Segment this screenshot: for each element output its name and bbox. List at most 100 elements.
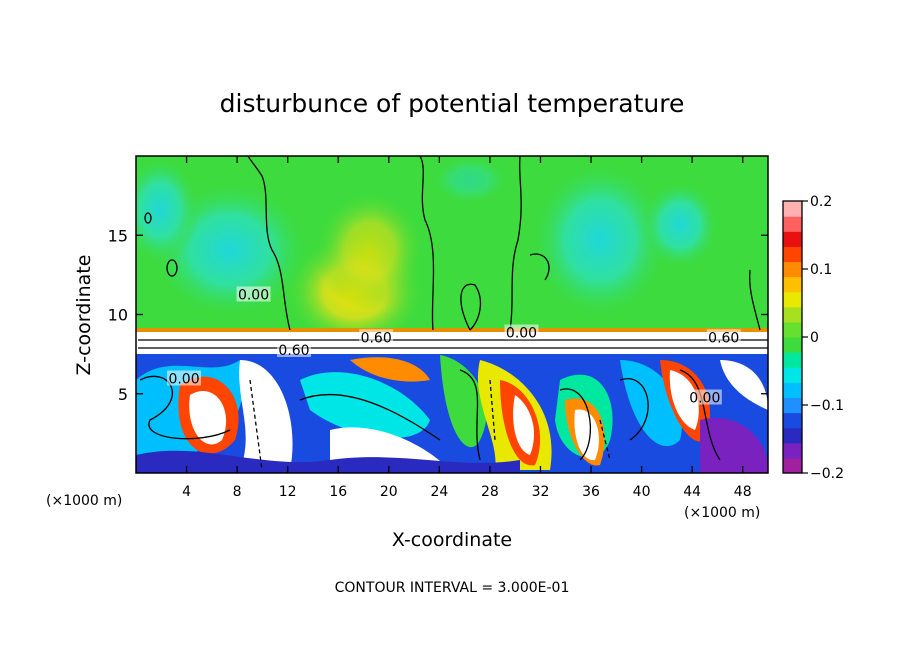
contour-lines <box>138 156 768 471</box>
x-unit-right: (×1000 m) <box>684 505 760 521</box>
x-tick-label: 48 <box>734 484 752 500</box>
colorbar-swatch <box>783 291 802 308</box>
x-tick-label: 32 <box>532 484 550 500</box>
interface-strip <box>136 328 768 332</box>
interface-strip <box>136 332 768 354</box>
contour-label-bg <box>236 286 271 302</box>
colorbar-swatch <box>783 246 802 263</box>
x-tick-label: 16 <box>329 484 347 500</box>
y-axis-label: Z-coordinate <box>73 255 95 376</box>
contour-line <box>247 156 291 331</box>
mixing-eddy <box>669 370 699 430</box>
contour-label: 0.00 <box>506 326 537 342</box>
y-tick-label: 10 <box>108 306 128 325</box>
heatmap-field <box>136 156 768 473</box>
x-tick-label: 40 <box>633 484 651 500</box>
colorbar-swatch <box>783 276 802 293</box>
mixing-eddy <box>350 357 430 382</box>
contour-label-bg <box>167 370 202 386</box>
contour-line <box>419 156 435 331</box>
contour-line <box>619 378 649 441</box>
mixing-eddy <box>700 418 768 473</box>
contour-line <box>509 156 522 331</box>
colorbar-swatch <box>783 397 802 414</box>
contour-line <box>749 269 761 331</box>
cyan-patch <box>640 180 720 270</box>
colorbar-swatch <box>783 306 802 323</box>
x-tick-label: 8 <box>233 484 242 500</box>
cyan-patch <box>136 156 200 265</box>
mixing-eddy <box>513 395 535 455</box>
cyan-patch <box>530 160 670 320</box>
mixing-eddy <box>136 450 520 473</box>
colorbar-tick-label: 0.1 <box>810 262 832 278</box>
colorbar-swatch <box>783 427 802 444</box>
colorbar-swatch <box>783 442 802 459</box>
contour-line <box>139 375 231 440</box>
colorbar-tick-label: −0.2 <box>810 466 844 482</box>
contour-line <box>679 369 721 461</box>
x-unit-left: (×1000 m) <box>46 493 122 509</box>
contour-label-bg <box>277 341 311 357</box>
colorbar-swatch <box>783 216 802 232</box>
x-tick-label: 12 <box>279 484 297 500</box>
x-tick-label: 20 <box>380 484 398 500</box>
contour-line <box>460 283 482 331</box>
colorbar: 0.2 0.1 0 −0.1 −0.2 <box>782 194 844 482</box>
contour-line <box>529 253 550 281</box>
contour-label-bg <box>504 324 539 340</box>
contour-line <box>459 369 481 461</box>
colorbar-swatch <box>783 201 802 217</box>
chart-title: disturbunce of potential temperature <box>220 89 685 118</box>
mixing-eddy <box>189 391 227 445</box>
contour-label: 0.60 <box>361 330 392 346</box>
mixing-eddy <box>239 360 293 470</box>
colorbar-swatch <box>783 231 802 247</box>
x-tick-label: 44 <box>683 484 701 500</box>
contour-label: 0.00 <box>238 287 269 303</box>
contour-line <box>299 394 441 441</box>
colorbar-swatch <box>783 367 802 383</box>
cyan-patch <box>430 156 510 205</box>
contour-line <box>559 388 592 461</box>
colorbar-tick-label: 0 <box>810 330 819 346</box>
contour-line <box>144 212 152 224</box>
colorbar-tick-label: −0.1 <box>810 398 844 414</box>
colorbar-swatch <box>783 352 802 368</box>
x-axis-label: X-coordinate <box>392 529 512 551</box>
colorbar-swatch <box>783 382 802 399</box>
mixing-eddy <box>440 355 487 448</box>
mixing-eddy <box>720 360 768 410</box>
contour-label: 0.00 <box>168 371 199 387</box>
colorbar-swatch <box>783 412 802 429</box>
contour-interval-note: CONTOUR INTERVAL = 3.000E-01 <box>335 580 570 596</box>
yellow-patch <box>315 190 425 310</box>
colorbar-tick-label: 0.2 <box>810 194 832 210</box>
contour-label: 0.60 <box>278 343 309 359</box>
mixing-eddy <box>574 409 599 461</box>
y-axis: 5 10 15 <box>108 226 768 404</box>
y-tick-label: 15 <box>108 226 128 245</box>
colorbar-swatch <box>783 457 802 474</box>
contour-label: 0.60 <box>708 330 739 346</box>
y-tick-label: 5 <box>118 385 128 404</box>
contour-label-bg <box>706 329 741 345</box>
colorbar-swatch <box>783 337 802 353</box>
colorbar-swatch <box>783 321 802 338</box>
mixing-eddy <box>300 372 430 439</box>
x-tick-label: 28 <box>481 484 499 500</box>
x-tick-label: 4 <box>182 484 191 500</box>
contour-label-bg <box>687 389 722 405</box>
contour-label-bg <box>359 329 394 345</box>
contour-label: 0.00 <box>689 391 720 407</box>
contour-line <box>166 259 178 277</box>
contour-labels: 0.00 0.00 0.60 0.60 0.00 0.60 0.00 <box>167 286 741 407</box>
contour-line <box>249 379 263 471</box>
contour-line <box>489 379 496 441</box>
colorbar-swatch <box>783 261 802 278</box>
x-tick-label: 36 <box>582 484 600 500</box>
mixing-eddy <box>620 360 682 447</box>
x-axis: 4 8 12 16 20 24 28 32 36 40 44 48 <box>182 156 752 500</box>
x-tick-label: 24 <box>430 484 448 500</box>
